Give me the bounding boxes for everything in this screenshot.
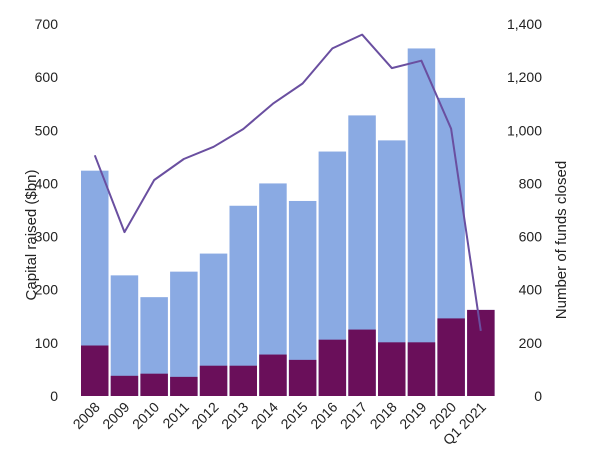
- bar-bottom-2020: [437, 318, 465, 396]
- x-tick-label: 2014: [248, 399, 281, 432]
- x-axis-ticks: 2008200920102011201220132014201520162017…: [70, 399, 490, 448]
- x-tick-label: 2013: [218, 399, 251, 432]
- right-tick-label: 0: [534, 388, 542, 404]
- x-tick-label: 2015: [277, 399, 310, 432]
- left-tick-label: 100: [35, 335, 59, 351]
- left-tick-label: 300: [35, 229, 59, 245]
- bar-bottom-2015: [288, 359, 317, 396]
- left-tick-label: 500: [35, 122, 59, 138]
- bar-total-2013: [229, 205, 257, 396]
- bar-total-2019: [407, 48, 436, 397]
- bar-bottom-2009: [110, 375, 139, 396]
- bar-bottom-q1-2021: [467, 309, 495, 396]
- bar-bottom-2010: [140, 373, 168, 396]
- left-axis-ticks: 0 100 200 300 400 500 600 700: [35, 16, 59, 404]
- x-tick-label: 2010: [129, 399, 162, 432]
- right-tick-label: 600: [519, 229, 543, 245]
- right-tick-label: 200: [519, 335, 543, 351]
- bar-bottom-2011: [170, 376, 198, 396]
- right-tick-label: 1,200: [507, 69, 542, 85]
- funds-closed-line: [93, 33, 482, 332]
- right-tick-label: 800: [519, 175, 543, 191]
- x-tick-label: 2017: [337, 399, 370, 432]
- y-axis-title-right: Number of funds closed: [553, 161, 570, 319]
- bar-bottom-2019: [407, 342, 436, 396]
- x-tick-label: 2008: [70, 399, 103, 432]
- x-tick-label: 2009: [99, 399, 132, 432]
- bar-bottom-2008: [81, 345, 109, 396]
- bar-bottom-2012: [199, 365, 228, 396]
- right-tick-label: 400: [519, 282, 543, 298]
- left-tick-label: 600: [35, 69, 59, 85]
- x-tick-label: 2018: [367, 399, 400, 432]
- right-axis-ticks: 0 200 400 600 800 1,000 1,200 1,400: [507, 16, 542, 404]
- right-tick-label: 1,400: [507, 16, 542, 32]
- x-tick-label: 2016: [307, 399, 340, 432]
- y-axis-title-left: Capital raised ($bn): [23, 170, 40, 301]
- left-tick-label: 200: [35, 282, 59, 298]
- bar-bottom-2017: [348, 329, 376, 396]
- bars-bottom-group: [81, 309, 495, 396]
- right-tick-label: 1,000: [507, 122, 542, 138]
- x-tick-label: 2012: [188, 399, 221, 432]
- left-tick-label: 400: [35, 175, 59, 191]
- bar-bottom-2016: [318, 339, 347, 396]
- left-tick-label: 700: [35, 16, 59, 32]
- bar-bottom-2014: [259, 354, 287, 396]
- x-tick-label: 2019: [396, 399, 429, 432]
- left-tick-label: 0: [50, 388, 58, 404]
- x-tick-label: 2011: [159, 399, 192, 432]
- bar-bottom-2018: [378, 342, 406, 396]
- bar-total-2011: [170, 271, 198, 396]
- bar-bottom-2013: [229, 365, 257, 396]
